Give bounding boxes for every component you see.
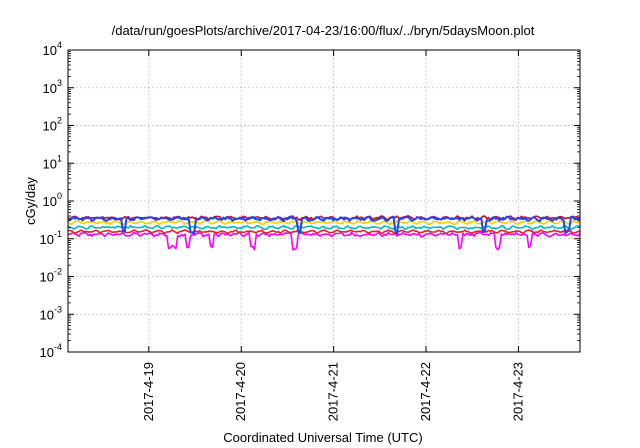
y-tick-label: 102 [43,116,62,134]
y-tick-label: 10-4 [40,342,62,360]
y-tick-label: 103 [43,78,62,96]
y-tick-label: 10-2 [40,267,62,285]
x-tick-label: 2017-4-23 [510,362,525,421]
y-tick-label: 10-1 [40,229,62,247]
y-tick-label: 10-3 [40,304,62,322]
series-line [67,229,581,235]
grid [68,50,580,352]
y-tick-label: 100 [43,191,62,209]
series-line [67,231,581,251]
series-layer [67,215,581,251]
y-tick-label: 104 [43,40,62,58]
x-tick-label: 2017-4-21 [326,362,341,421]
series-line [67,224,581,231]
x-axis: 2017-4-19 2017-4-20 2017-4-21 2017-4-22 2017… [141,50,525,421]
y-tick-label: 101 [43,153,62,171]
series-line [68,215,580,235]
y-axis-label: cGy/day [23,177,38,225]
x-tick-label: 2017-4-19 [141,362,156,421]
y-axis: 104 103 102 101 100 10-1 10-2 10-3 10-4 [40,40,580,360]
x-tick-label: 2017-4-20 [233,362,248,421]
series-line [67,220,581,226]
x-tick-label: 2017-4-22 [418,362,433,421]
x-axis-label: Coordinated Universal Time (UTC) [223,430,422,445]
chart-title: /data/run/goesPlots/archive/2017-04-23/1… [112,23,535,38]
